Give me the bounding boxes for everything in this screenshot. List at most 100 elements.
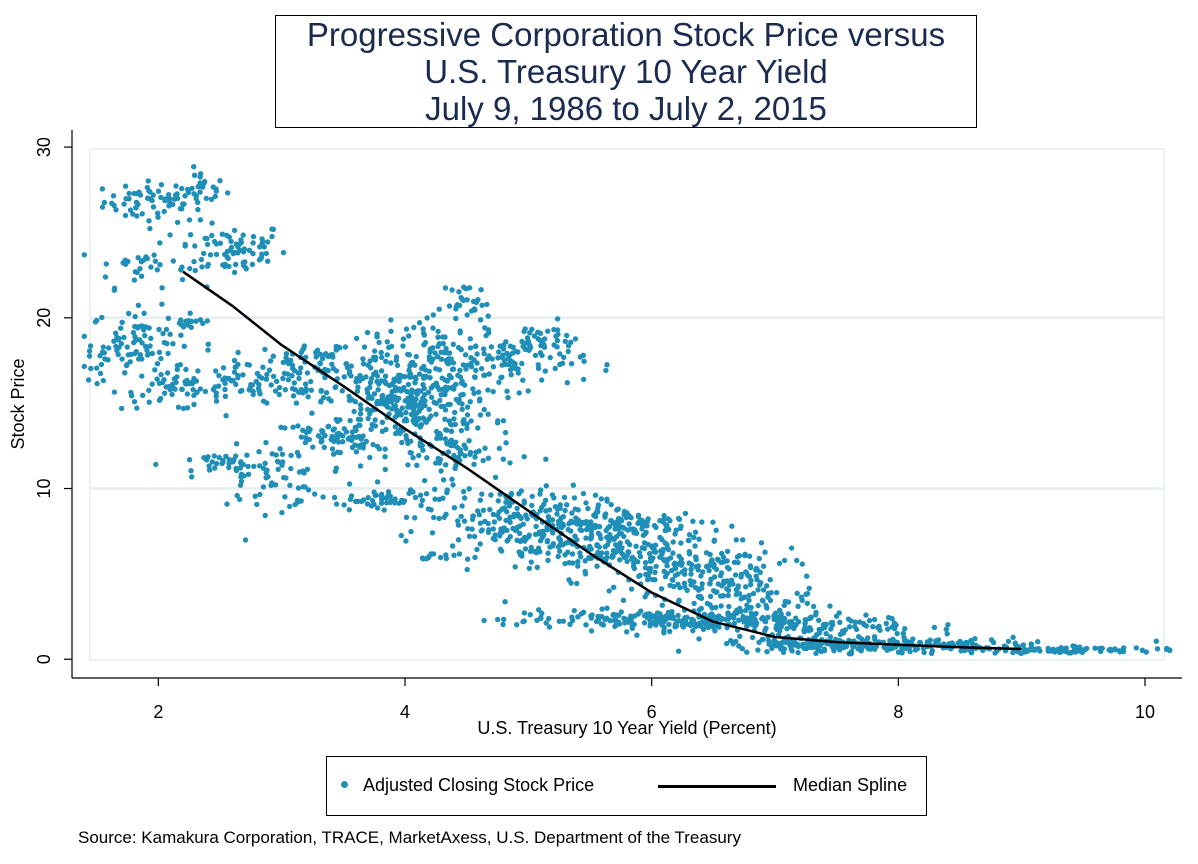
data-point [675, 612, 681, 619]
data-point [374, 373, 381, 379]
data-point [192, 267, 198, 274]
data-point [379, 491, 385, 497]
data-point [374, 505, 381, 511]
data-point [329, 446, 336, 452]
data-point [428, 359, 435, 365]
data-point [565, 343, 572, 349]
data-point [339, 388, 345, 394]
data-point [460, 420, 467, 427]
data-point [467, 336, 473, 342]
data-point [531, 333, 538, 339]
data-point [270, 373, 277, 379]
data-point [577, 526, 583, 533]
data-point [497, 546, 504, 552]
data-point [837, 631, 844, 637]
data-point [231, 369, 238, 375]
data-point [711, 537, 718, 543]
data-point [760, 563, 767, 569]
data-point [602, 544, 608, 550]
data-point [813, 612, 819, 618]
data-point [672, 560, 678, 566]
data-point [329, 361, 335, 367]
data-point [736, 552, 743, 559]
data-point [113, 343, 119, 350]
data-point [201, 455, 207, 461]
data-point [194, 389, 200, 395]
data-point [467, 449, 474, 456]
data-point [458, 380, 465, 386]
data-point [134, 405, 140, 411]
data-point [119, 356, 125, 362]
data-point [756, 555, 762, 562]
data-point [417, 424, 423, 430]
data-point [608, 501, 614, 508]
median-spline-line [182, 270, 1022, 651]
data-point [200, 320, 206, 327]
data-point [867, 646, 873, 652]
data-point [447, 421, 454, 427]
data-point [81, 252, 88, 258]
data-point [672, 531, 678, 537]
data-point [167, 331, 173, 337]
data-point [628, 586, 635, 592]
data-point [160, 379, 166, 386]
data-point [333, 347, 339, 353]
data-point [604, 498, 610, 504]
data-point [605, 525, 611, 531]
data-point [405, 462, 411, 468]
data-point [193, 378, 200, 384]
data-point [634, 632, 640, 638]
data-point [571, 495, 578, 501]
data-point [252, 493, 258, 499]
data-point [365, 362, 371, 368]
data-point [262, 512, 268, 519]
data-point [240, 232, 246, 238]
data-point [848, 618, 854, 624]
data-point [149, 381, 155, 387]
data-point [709, 605, 715, 611]
data-point [209, 220, 215, 226]
data-point [944, 631, 950, 637]
data-point [261, 244, 267, 250]
data-point [545, 328, 551, 334]
data-point [209, 232, 215, 239]
data-point [428, 394, 435, 400]
data-point [411, 324, 417, 331]
data-point [202, 235, 208, 242]
data-point [899, 645, 905, 652]
data-point [754, 577, 760, 583]
data-point [81, 363, 88, 370]
data-point [521, 454, 527, 460]
data-point [574, 580, 580, 587]
data-point [628, 613, 634, 619]
data-point [635, 514, 642, 520]
data-point [522, 546, 529, 552]
data-point [435, 343, 441, 350]
data-point [392, 424, 398, 430]
data-point [472, 554, 478, 561]
data-point [195, 368, 201, 374]
data-point [269, 226, 275, 232]
data-point [894, 630, 900, 637]
data-point [348, 363, 354, 369]
data-point [412, 515, 418, 521]
data-point [514, 622, 520, 628]
data-point [416, 408, 422, 414]
data-point [331, 426, 337, 432]
data-point [383, 358, 389, 364]
data-point [470, 298, 477, 305]
data-point [466, 486, 472, 492]
data-point [754, 567, 760, 573]
data-point [347, 435, 353, 441]
data-point [568, 361, 575, 367]
data-point [290, 393, 297, 399]
data-point [333, 465, 339, 471]
data-point [604, 554, 610, 561]
data-point [174, 362, 181, 369]
data-point [495, 498, 501, 504]
data-point [773, 589, 780, 596]
data-point [265, 258, 271, 264]
data-point [775, 614, 781, 620]
data-point [476, 512, 482, 518]
data-point [473, 367, 479, 374]
